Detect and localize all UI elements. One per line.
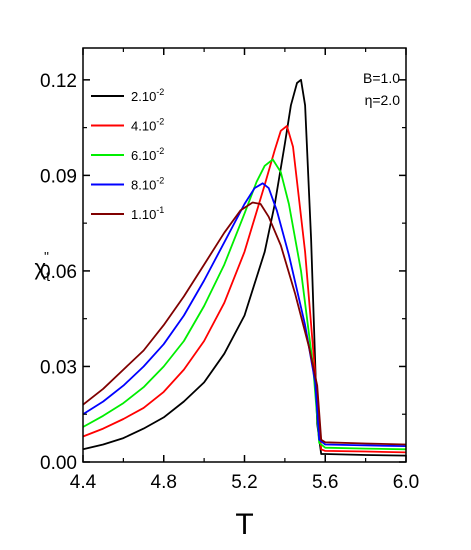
- legend-label: 8.10-2: [131, 176, 164, 193]
- legend-label: 2.10-2: [131, 87, 164, 104]
- x-axis-label: T: [235, 508, 253, 541]
- y-axis-label-sub: t: [46, 268, 50, 284]
- y-tick-label: 0.06: [40, 262, 77, 283]
- annotation: η=2.0: [365, 92, 401, 108]
- y-tick-label: 0.03: [40, 357, 77, 378]
- x-tick-label: 4.4: [70, 472, 97, 493]
- y-tick-label: 0.12: [40, 71, 77, 92]
- annotations: B=1.0 η=2.0: [363, 70, 400, 108]
- annotation: B=1.0: [363, 70, 400, 86]
- y-tick-label: 0.09: [40, 166, 77, 187]
- series-line: [82, 182, 407, 447]
- legend: 2.10-2 4.10-2 6.10-2 8.10-2 1.10-1: [91, 87, 164, 222]
- x-tick-label: 4.8: [151, 472, 177, 493]
- x-tick-label: 5.6: [312, 472, 338, 493]
- x-tick-label: 5.2: [231, 472, 257, 493]
- y-axis-label-sup: '': [44, 249, 49, 264]
- x-tick-label: 6.0: [393, 472, 419, 493]
- y-axis-label-main: χ: [35, 255, 47, 280]
- y-tick-label: 0.00: [40, 453, 77, 474]
- ticks-layer: 4.4 4.8 5.2 5.6 6.0 0.00 0.03 0.06 0.09 0.12: [40, 48, 419, 493]
- y-axis-label: χt '': [35, 249, 51, 284]
- legend-label: 1.10-1: [131, 205, 164, 222]
- series-line: [82, 201, 407, 446]
- legend-label: 4.10-2: [131, 117, 164, 134]
- legend-label: 6.10-2: [131, 146, 164, 163]
- series-layer: [82, 78, 407, 457]
